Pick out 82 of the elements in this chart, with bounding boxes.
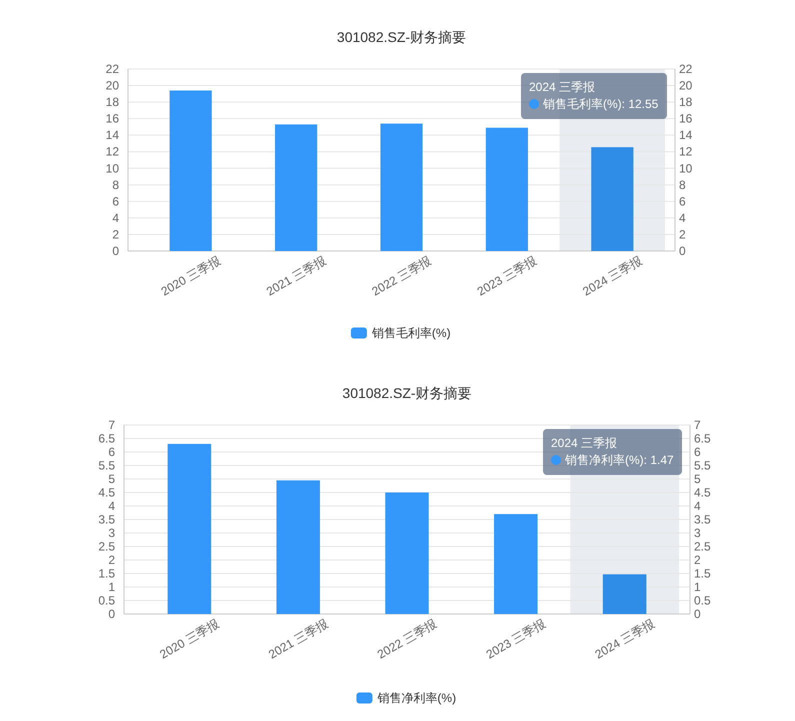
y-tick-label: 6 — [112, 194, 120, 208]
bar — [602, 574, 646, 614]
bar — [380, 124, 423, 251]
x-tick-label: 2022 三季报 — [374, 616, 440, 662]
bar — [168, 444, 212, 614]
y-tick-label: 6.5 — [98, 432, 116, 446]
y-tick-label: 4 — [108, 499, 116, 513]
legend-label: 销售毛利率(%) — [370, 326, 451, 340]
bar — [591, 147, 634, 251]
legend-label: 销售净利率(%) — [376, 691, 456, 705]
y2-tick-label: 4 — [694, 499, 701, 513]
x-tick-label: 2023 三季报 — [484, 616, 548, 662]
y2-tick-label: 4.5 — [694, 486, 712, 500]
y2-tick-label: 7 — [694, 418, 701, 432]
y2-tick-label: 18 — [679, 95, 693, 110]
y2-tick-label: 0 — [679, 244, 686, 258]
bar — [170, 90, 212, 251]
y-tick-label: 3.5 — [98, 512, 116, 526]
y-tick-label: 12 — [106, 144, 120, 159]
y-tick-label: 5 — [108, 472, 116, 486]
y2-tick-label: 14 — [679, 128, 693, 142]
y-tick-label: 22 — [106, 62, 120, 76]
y2-tick-label: 5.5 — [694, 458, 712, 472]
y2-tick-label: 6 — [679, 194, 686, 208]
y2-tick-label: 20 — [679, 78, 693, 93]
y2-tick-label: 16 — [679, 112, 693, 126]
y2-tick-label: 5 — [694, 472, 701, 486]
y-tick-label: 10 — [106, 161, 120, 176]
x-tick-label: 2020 三季报 — [157, 616, 222, 662]
y-tick-label: 14 — [106, 128, 120, 142]
y-tick-label: 8 — [112, 178, 120, 192]
x-tick-label: 2020 三季报 — [158, 253, 223, 299]
bar — [494, 514, 538, 614]
y-tick-label: 5.5 — [98, 458, 116, 472]
y2-tick-label: 3 — [694, 526, 701, 540]
y-tick-label: 18 — [106, 95, 120, 110]
y2-tick-label: 1.5 — [694, 566, 712, 580]
y2-tick-label: 8 — [679, 178, 686, 192]
y-tick-label: 4.5 — [98, 486, 116, 500]
bar — [385, 492, 429, 614]
y2-tick-label: 3.5 — [694, 512, 712, 526]
y2-tick-label: 12 — [679, 144, 693, 159]
y2-tick-label: 22 — [679, 62, 693, 76]
y-tick-label: 7 — [108, 418, 116, 432]
y2-tick-label: 0.5 — [694, 594, 712, 608]
y-tick-label: 1.5 — [98, 566, 116, 580]
x-tick-label: 2024 三季报 — [580, 253, 644, 299]
bar — [486, 128, 528, 251]
x-tick-label: 2024 三季报 — [592, 616, 657, 662]
annotation: 销售净利率(%): 1.47 — [564, 453, 674, 467]
annotation: 2024 三季报 — [529, 80, 596, 94]
y-tick-label: 20 — [106, 78, 120, 93]
x-tick-label: 2021 三季报 — [264, 253, 328, 299]
y2-tick-label: 0 — [694, 607, 701, 621]
y2-tick-label: 2 — [679, 227, 686, 242]
y-tick-label: 0.5 — [98, 594, 116, 608]
x-tick-label: 2022 三季报 — [369, 253, 434, 299]
y-tick-label: 0 — [112, 244, 120, 258]
annotation: 销售毛利率(%): 12.55 — [542, 97, 659, 111]
y-tick-label: 4 — [112, 210, 120, 225]
y-tick-label: 3 — [108, 526, 116, 540]
chart-title: 301082.SZ-财务摘要 — [336, 29, 466, 45]
y-tick-label: 6 — [108, 445, 116, 459]
y2-tick-label: 6.5 — [694, 432, 712, 446]
y2-tick-label: 2.5 — [694, 540, 712, 554]
y-tick-label: 2.5 — [98, 540, 116, 554]
chart-title: 301082.SZ-财务摘要 — [342, 385, 472, 401]
y2-tick-label: 1 — [694, 580, 701, 594]
y2-tick-label: 2 — [694, 553, 701, 567]
y-tick-label: 0 — [108, 607, 116, 621]
bar — [275, 124, 318, 251]
y-tick-label: 2 — [108, 553, 116, 567]
bar — [276, 480, 320, 614]
y-tick-label: 2 — [112, 227, 120, 242]
y2-tick-label: 4 — [679, 210, 686, 225]
x-tick-label: 2021 三季报 — [266, 616, 330, 662]
x-tick-label: 2023 三季报 — [474, 253, 539, 299]
y-tick-label: 1 — [108, 580, 116, 594]
annotation: 2024 三季报 — [551, 436, 618, 450]
y-tick-label: 16 — [106, 112, 120, 126]
y2-tick-label: 10 — [679, 161, 693, 176]
y2-tick-label: 6 — [694, 445, 701, 459]
